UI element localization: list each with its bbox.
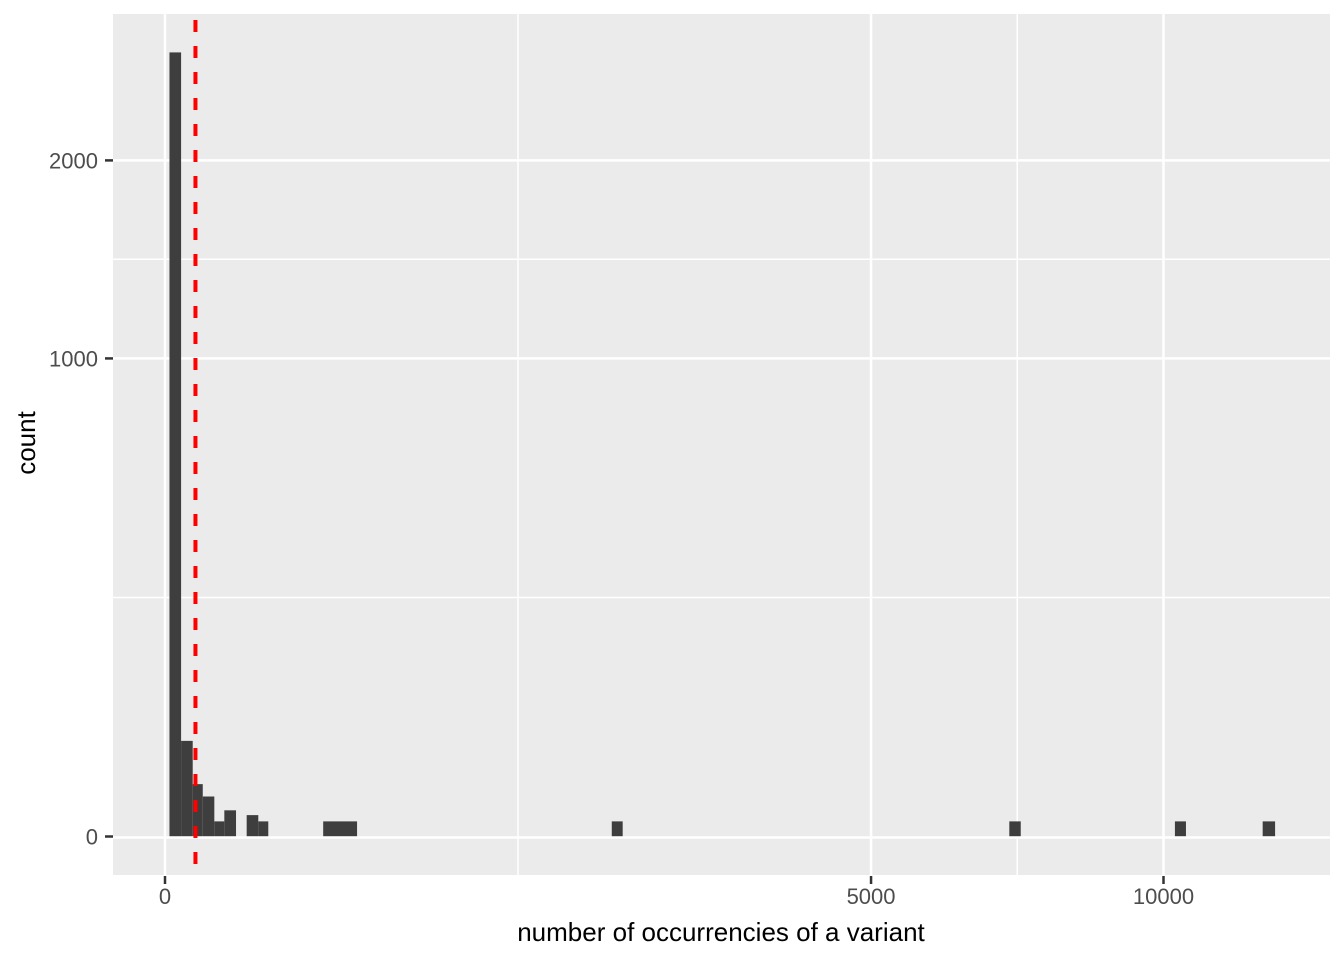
y-tick-label: 2000	[49, 148, 98, 173]
histogram-bar	[181, 740, 193, 837]
histogram-bar	[611, 821, 623, 837]
histogram-bar	[202, 796, 215, 837]
histogram-bar	[323, 821, 358, 837]
histogram-bar	[192, 784, 203, 837]
histogram-bar	[246, 815, 259, 837]
y-axis-title: count	[11, 411, 41, 475]
histogram-bar	[258, 821, 269, 837]
y-tick-label: 1000	[49, 346, 98, 371]
histogram-bar	[1009, 821, 1021, 837]
histogram-bar	[1262, 821, 1276, 837]
histogram-bar	[224, 810, 237, 837]
histogram-bar	[169, 52, 182, 837]
x-axis-title: number of occurrencies of a variant	[517, 917, 925, 947]
x-tick-label: 0	[159, 884, 171, 909]
histogram-bar	[214, 821, 225, 837]
x-tick-label: 5000	[847, 884, 896, 909]
x-tick-label: 10000	[1133, 884, 1194, 909]
y-tick-label: 0	[86, 825, 98, 850]
plot-panel	[113, 14, 1330, 875]
histogram-bar	[1174, 821, 1186, 837]
